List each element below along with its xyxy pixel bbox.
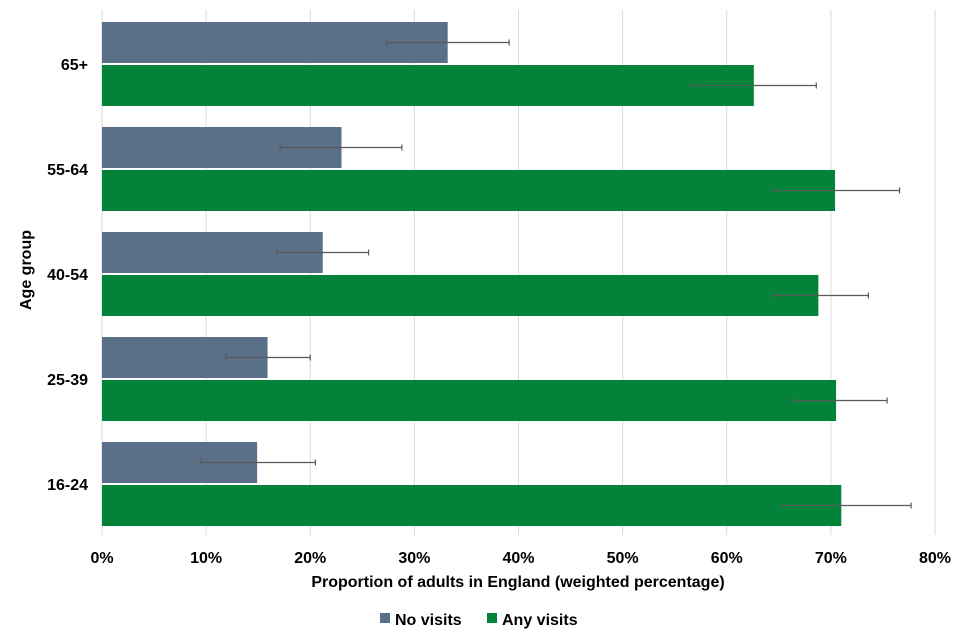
error-bars [200,39,912,509]
x-tick-label: 10% [190,550,222,567]
error-bar [225,354,311,361]
bar-any-visits-16-24 [102,485,842,526]
error-bar [385,39,510,46]
x-tick-label: 30% [398,550,430,567]
y-tick-label: 65+ [61,57,88,74]
error-bar [279,144,403,151]
legend-swatch-any-visits [487,613,497,623]
error-bar [276,249,370,256]
x-tick-label: 40% [502,550,534,567]
bar-any-visits-25-39 [102,380,837,421]
bar-any-visits-40-54 [102,275,819,316]
error-bar [782,502,912,509]
y-tick-label: 16-24 [47,477,88,494]
legend-swatch-no-visits [380,613,390,623]
legend-label-no-visits: No visits [395,612,462,629]
legend-label-any-visits: Any visits [502,612,578,629]
error-bar [771,292,869,299]
x-tick-label: 60% [711,550,743,567]
x-axis-title: Proportion of adults in England (weighte… [311,574,724,591]
bar-any-visits-55-64 [102,170,836,211]
bar-any-visits-65+ [102,65,754,106]
y-tick-label: 55-64 [47,162,88,179]
y-tick-labels: 65+ 55-64 40-54 25-39 16-24 [47,57,88,494]
error-bar [792,397,888,404]
x-tick-label: 0% [90,550,113,567]
error-bar [200,459,317,466]
error-bar [690,82,817,89]
y-tick-label: 40-54 [47,267,88,284]
x-tick-label: 50% [607,550,639,567]
x-tick-label: 70% [815,550,847,567]
y-axis-title: Age group [18,230,35,310]
x-tick-label: 80% [919,550,951,567]
x-tick-label: 20% [294,550,326,567]
error-bar [771,187,901,194]
y-tick-label: 25-39 [47,372,88,389]
legend: No visits Any visits [380,612,578,629]
x-tick-labels: 0% 10% 20% 30% 40% 50% 60% 70% 80% [90,550,951,567]
bars [102,22,842,526]
